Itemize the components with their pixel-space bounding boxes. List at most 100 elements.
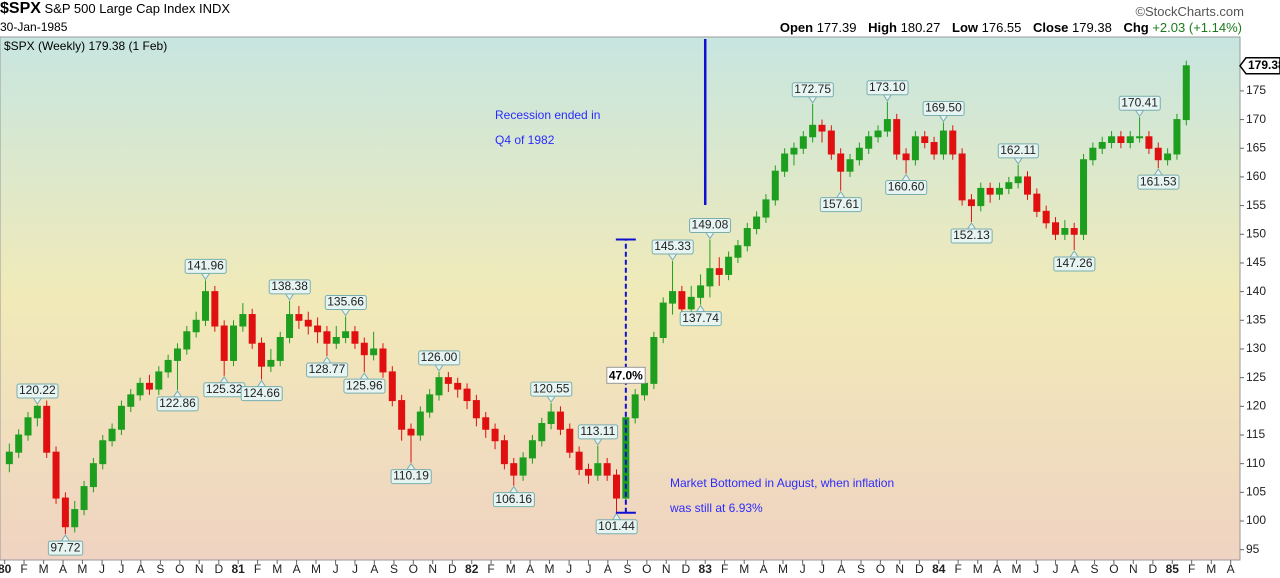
candle-body (837, 153, 845, 172)
candle-body (183, 331, 191, 350)
callout-label: 157.61 (822, 197, 859, 211)
callout-label: 126.00 (421, 350, 458, 364)
candle-body (874, 130, 882, 138)
y-tick-label: 130 (1246, 341, 1266, 355)
candle-body (827, 130, 835, 155)
header: $SPX S&P 500 Large Cap Index INDX (0, 0, 230, 20)
candle-body (117, 405, 125, 430)
candle-body (99, 440, 107, 465)
candle-body (201, 291, 209, 321)
candle-body (762, 199, 770, 218)
layer: 95 100 105 110 115 120 125 130 135 140 145 150 155 16… (0, 39, 1280, 576)
x-tick-label: S (390, 562, 398, 576)
candle-body (1023, 176, 1031, 195)
callout-box (343, 378, 386, 394)
y-tick-label: 125 (1246, 370, 1266, 384)
x-tick-label: M (77, 562, 87, 576)
callout-box (679, 311, 722, 327)
callout-label: 160.60 (888, 180, 925, 194)
last-price-label: 179.38 (1248, 58, 1280, 72)
candle-body (1005, 182, 1013, 189)
x-tick-label: A (526, 562, 534, 576)
candle-body (1080, 159, 1088, 235)
x-tick-label: J (99, 562, 105, 576)
callout-box (1137, 174, 1180, 190)
x-tick-label: M (1206, 562, 1216, 576)
x-tick-label: 82 (465, 562, 479, 576)
x-tick-label: A (1071, 562, 1079, 576)
callout-box (922, 100, 965, 116)
x-tick-label: F (1188, 562, 1195, 576)
x-tick-label: M (778, 562, 788, 576)
y-tick-label: 120 (1246, 398, 1266, 412)
x-tick-label: J (1033, 562, 1039, 576)
candle-body (715, 268, 723, 275)
callout-box (240, 386, 283, 402)
candle-body (528, 440, 536, 459)
y-tick-label: 135 (1246, 312, 1266, 326)
candle-body (641, 382, 649, 396)
candle-body (818, 124, 826, 132)
quote-value: 179.38 (1072, 20, 1112, 35)
x-tick-label: A (604, 562, 612, 576)
y-tick-label: 155 (1246, 198, 1266, 212)
quote-label: Chg (1123, 20, 1149, 35)
candle-body (594, 463, 602, 476)
candle-body (631, 394, 639, 419)
annotation: Q4 of 1982 (495, 133, 555, 147)
candle-body (1042, 210, 1050, 224)
callout-box (530, 381, 573, 397)
candle-body (370, 348, 378, 356)
candle-body (538, 423, 546, 442)
x-tick-label: S (857, 562, 865, 576)
callout-label: 162.11 (1000, 143, 1036, 157)
candle-body (258, 342, 266, 367)
x-tick-label: M (39, 562, 49, 576)
callout-box (791, 82, 834, 98)
candle-body (491, 428, 499, 442)
candle-body (725, 256, 733, 275)
x-tick-label: M (506, 562, 516, 576)
callout-label: 125.96 (346, 378, 383, 392)
x-tick-label: O (175, 562, 184, 576)
candle-body (145, 382, 153, 390)
callout-box (268, 279, 311, 295)
callout-box (950, 228, 993, 244)
callout-box (866, 80, 909, 96)
candle-body (80, 486, 88, 511)
candle-body (949, 130, 957, 155)
callout-label: 149.08 (692, 218, 729, 232)
legend-label: $SPX (Weekly) 179.38 (1 Feb) (4, 39, 167, 53)
candle-body (435, 377, 443, 396)
candle-body (743, 228, 751, 247)
quote-value: 176.55 (981, 20, 1022, 35)
candle-body (342, 331, 350, 338)
candle-body (43, 405, 51, 453)
candle-body (986, 187, 994, 195)
x-tick-label: D (682, 562, 691, 576)
candle-body (127, 394, 135, 407)
candle-body (911, 136, 919, 161)
callout-label: 169.50 (925, 101, 962, 115)
x-tick-label: F (721, 562, 728, 576)
callout-label: 120.22 (19, 383, 56, 397)
callout-label: 120.55 (533, 381, 570, 395)
candle-body (799, 136, 807, 149)
y-tick-label: 95 (1246, 542, 1260, 556)
callout-box (689, 218, 732, 234)
candle-body (407, 428, 415, 436)
callout-label: 141.96 (187, 259, 224, 273)
candle-body (967, 199, 975, 207)
callout-label: 113.11 (580, 424, 615, 438)
candle-body (15, 434, 23, 453)
callout-box (184, 258, 227, 274)
candle-body (192, 319, 200, 333)
x-tick-label: O (876, 562, 885, 576)
x-tick-label: N (895, 562, 904, 576)
callout-box (997, 143, 1039, 159)
x-tick-label: M (544, 562, 554, 576)
candle-body (5, 451, 13, 465)
x-tick-label: S (1091, 562, 1099, 576)
candle-body (1126, 136, 1134, 144)
